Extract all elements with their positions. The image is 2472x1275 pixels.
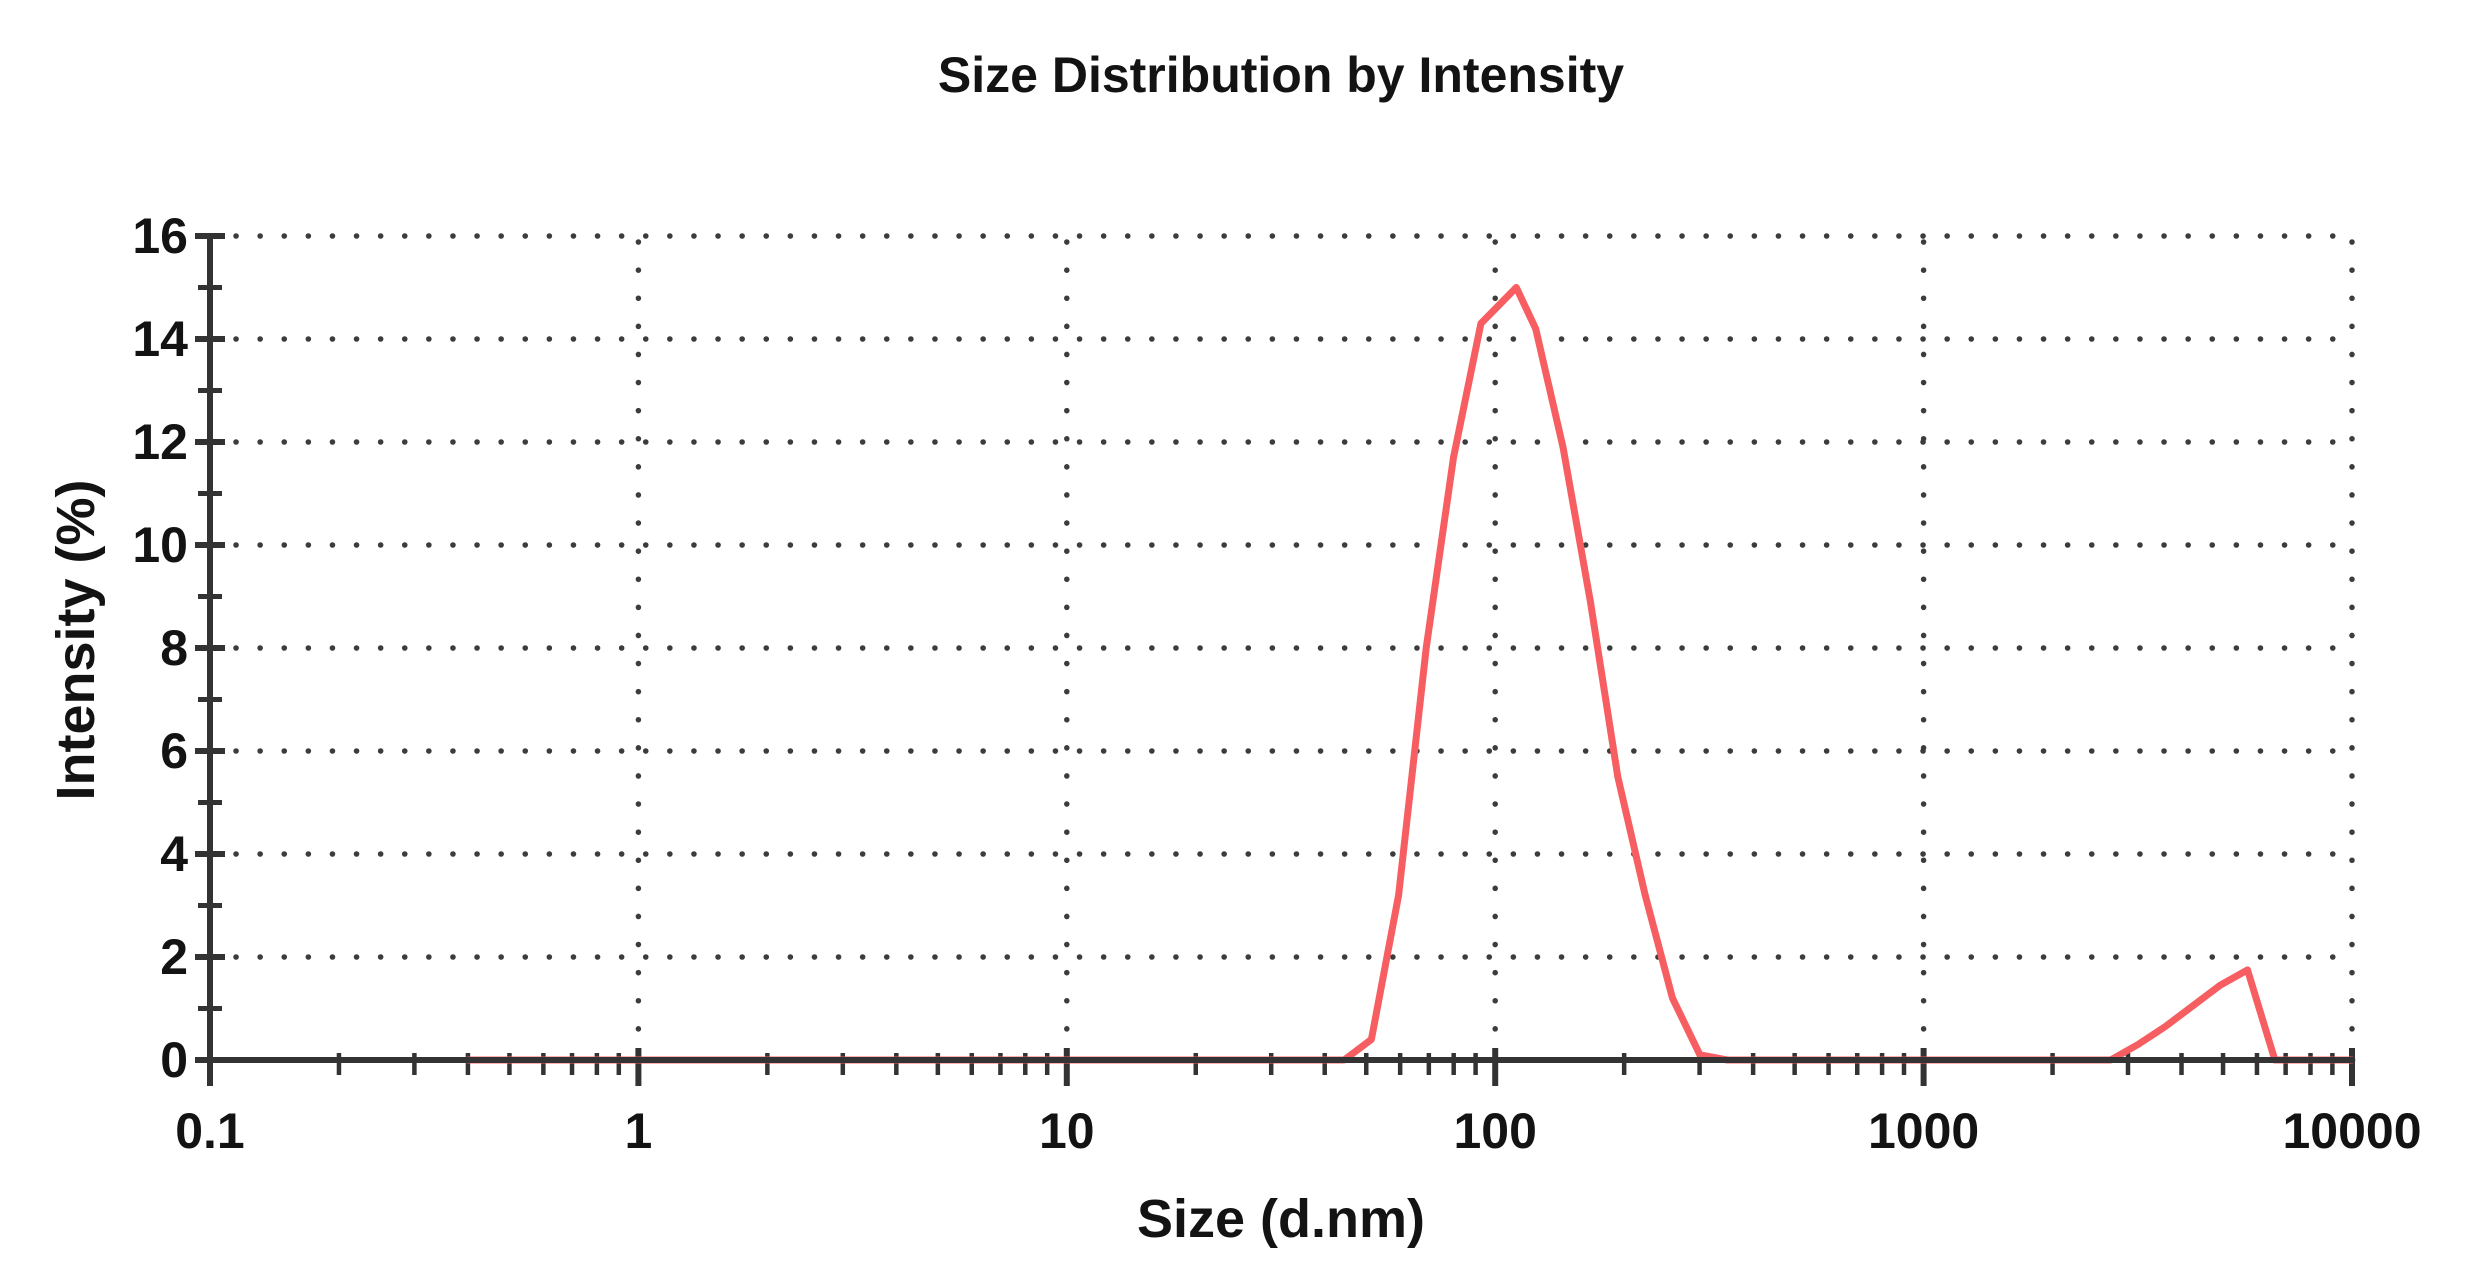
- x-tick-label: 10: [1039, 1103, 1095, 1159]
- x-axis-title: Size (d.nm): [1136, 1189, 1425, 1249]
- y-tick-label: 16: [132, 208, 188, 264]
- y-tick-label: 2: [160, 929, 188, 985]
- y-tick-label: 12: [132, 414, 188, 470]
- y-tick-label: 0: [160, 1032, 188, 1088]
- x-tick-label: 1: [624, 1103, 652, 1159]
- intensity-curve: [464, 284, 2356, 1064]
- y-tick-label: 6: [160, 723, 188, 779]
- x-tick-label: 100: [1453, 1103, 1536, 1159]
- y-tick-label: 4: [160, 826, 188, 882]
- y-tick-label: 10: [132, 517, 188, 573]
- chart-title: Size Distribution by Intensity: [937, 47, 1625, 103]
- x-tick-label: 10000: [2282, 1103, 2421, 1159]
- y-tick-label: 14: [132, 311, 188, 367]
- x-tick-label: 1000: [1868, 1103, 1979, 1159]
- y-tick-label: 8: [160, 620, 188, 676]
- x-tick-label: 0.1: [175, 1103, 245, 1159]
